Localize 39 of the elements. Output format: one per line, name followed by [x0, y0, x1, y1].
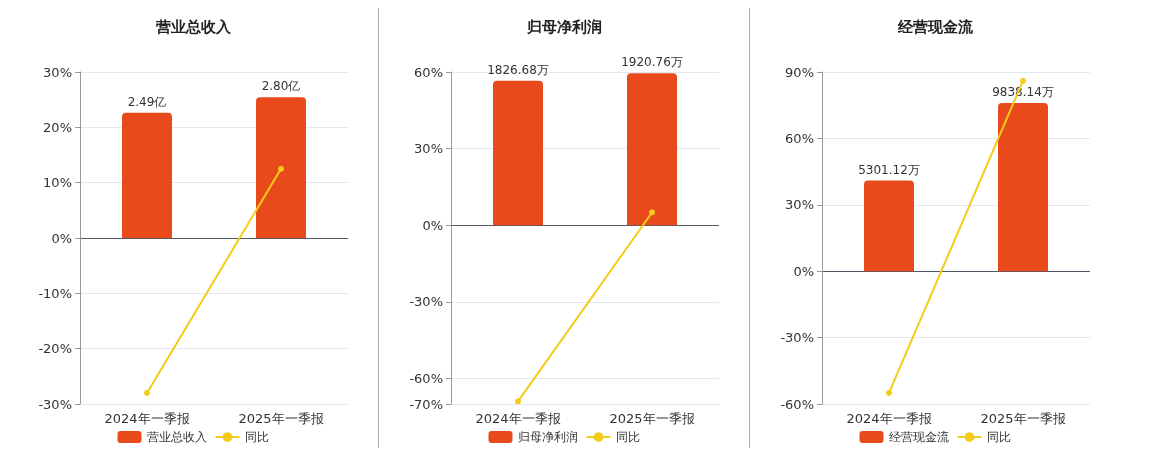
y-tick-label: -60%: [780, 396, 814, 412]
y-tick-label: 90%: [785, 64, 814, 80]
y-tick-label: -30%: [38, 396, 72, 412]
legend-label: 经营现金流: [888, 430, 949, 444]
x-tick-label: 2025年一季报: [238, 411, 324, 426]
legend-label: 同比: [244, 430, 269, 444]
legend-label: 营业总收入: [146, 430, 207, 444]
data-label: 1920.76万: [621, 55, 683, 70]
chart-title: 归母净利润: [525, 17, 602, 36]
data-label: 2.49亿: [127, 94, 167, 109]
y-tick-label: -30%: [409, 294, 443, 310]
y-tick-label: -10%: [38, 285, 72, 301]
y-tick-label: -70%: [409, 396, 443, 412]
legend-label: 归母净利润: [517, 430, 578, 444]
y-tick-label: 0%: [793, 263, 814, 279]
y-tick-label: -30%: [780, 330, 814, 346]
data-label: 5301.12万: [858, 162, 920, 177]
y-tick-label: 30%: [414, 141, 443, 157]
x-tick-label: 2024年一季报: [104, 411, 190, 426]
chart-title: 经营现金流: [896, 17, 974, 36]
x-tick-label: 2024年一季报: [475, 411, 561, 426]
y-tick-label: 60%: [785, 130, 814, 146]
y-tick-label: 0%: [422, 217, 443, 233]
y-tick-label: 10%: [43, 175, 72, 191]
x-tick-label: 2024年一季报: [846, 411, 932, 426]
y-tick-label: 60%: [414, 64, 443, 80]
y-tick-label: -60%: [409, 370, 443, 386]
legend-label: 同比: [986, 430, 1011, 444]
legend-label: 同比: [615, 430, 640, 444]
data-label: 1826.68万: [487, 62, 549, 77]
x-tick-label: 2025年一季报: [609, 411, 695, 426]
data-label: 2.80亿: [261, 79, 301, 94]
y-tick-label: 0%: [51, 230, 72, 246]
y-tick-label: 30%: [785, 197, 814, 213]
y-tick-label: -20%: [38, 341, 72, 357]
x-tick-label: 2025年一季报: [980, 411, 1066, 426]
chart-title: 营业总收入: [154, 17, 232, 36]
y-tick-label: 20%: [43, 119, 72, 135]
y-tick-label: 30%: [43, 64, 72, 80]
